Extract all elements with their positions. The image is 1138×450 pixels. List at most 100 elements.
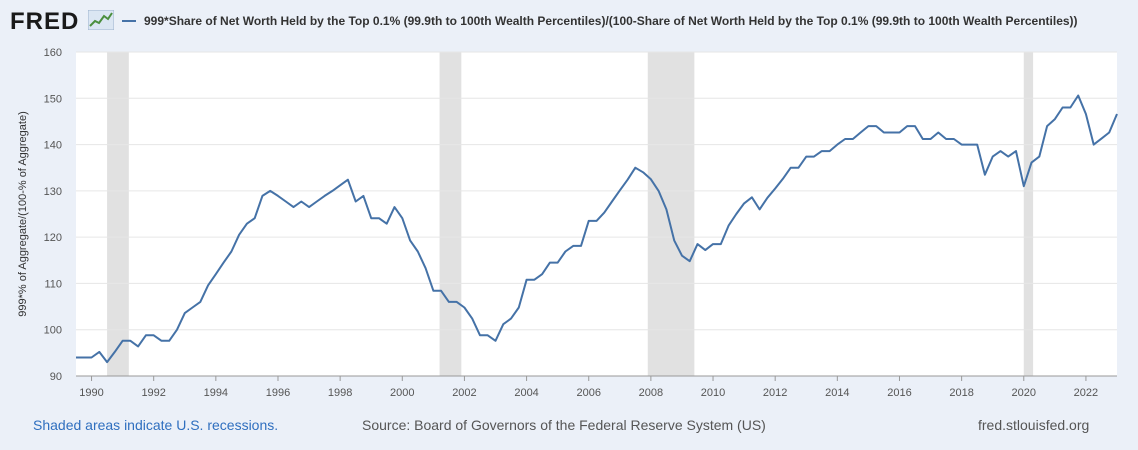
- data-point[interactable]: [734, 212, 738, 216]
- data-point[interactable]: [1053, 117, 1057, 121]
- data-point[interactable]: [618, 188, 622, 192]
- data-point[interactable]: [369, 216, 373, 220]
- data-point[interactable]: [152, 333, 156, 337]
- data-point[interactable]: [866, 124, 870, 128]
- data-point[interactable]: [416, 250, 420, 254]
- data-point[interactable]: [113, 350, 117, 354]
- data-point[interactable]: [742, 201, 746, 205]
- data-point[interactable]: [1100, 137, 1104, 141]
- data-point[interactable]: [144, 333, 148, 337]
- data-point[interactable]: [913, 124, 917, 128]
- data-point[interactable]: [253, 216, 257, 220]
- data-point[interactable]: [222, 261, 226, 265]
- data-point[interactable]: [377, 216, 381, 220]
- data-point[interactable]: [501, 322, 505, 326]
- data-point[interactable]: [1068, 106, 1072, 110]
- data-point[interactable]: [851, 137, 855, 141]
- data-point[interactable]: [626, 178, 630, 182]
- data-point[interactable]: [1076, 94, 1080, 98]
- data-point[interactable]: [160, 339, 164, 343]
- data-point[interactable]: [431, 289, 435, 293]
- data-point[interactable]: [315, 200, 319, 204]
- data-point[interactable]: [1030, 161, 1034, 165]
- data-point[interactable]: [595, 219, 599, 223]
- data-point[interactable]: [136, 344, 140, 348]
- data-point[interactable]: [719, 242, 723, 246]
- data-point[interactable]: [90, 356, 94, 360]
- data-point[interactable]: [789, 166, 793, 170]
- data-point[interactable]: [750, 195, 754, 199]
- data-point[interactable]: [97, 350, 101, 354]
- data-point[interactable]: [680, 254, 684, 258]
- data-point[interactable]: [929, 137, 933, 141]
- data-point[interactable]: [983, 173, 987, 177]
- data-point[interactable]: [711, 242, 715, 246]
- data-point[interactable]: [393, 205, 397, 209]
- data-point[interactable]: [1107, 131, 1111, 135]
- data-point[interactable]: [991, 155, 995, 159]
- data-point[interactable]: [361, 194, 365, 198]
- data-point[interactable]: [781, 177, 785, 181]
- data-point[interactable]: [292, 205, 296, 209]
- data-point[interactable]: [229, 250, 233, 254]
- data-point[interactable]: [74, 356, 78, 360]
- data-point[interactable]: [167, 339, 171, 343]
- data-point[interactable]: [610, 200, 614, 204]
- data-point[interactable]: [191, 306, 195, 310]
- data-point[interactable]: [408, 238, 412, 242]
- data-point[interactable]: [424, 266, 428, 270]
- data-point[interactable]: [439, 289, 443, 293]
- data-point[interactable]: [509, 317, 513, 321]
- data-point[interactable]: [587, 219, 591, 223]
- recession-note-link[interactable]: Shaded areas indicate U.S. recessions.: [33, 417, 279, 433]
- data-point[interactable]: [237, 233, 241, 237]
- data-point[interactable]: [447, 300, 451, 304]
- data-point[interactable]: [633, 166, 637, 170]
- data-point[interactable]: [1045, 124, 1049, 128]
- data-point[interactable]: [967, 143, 971, 147]
- data-point[interactable]: [727, 224, 731, 228]
- data-point[interactable]: [579, 244, 583, 248]
- data-point[interactable]: [1061, 106, 1065, 110]
- data-point[interactable]: [214, 272, 218, 276]
- data-point[interactable]: [905, 124, 909, 128]
- data-point[interactable]: [703, 248, 707, 252]
- data-point[interactable]: [1092, 143, 1096, 147]
- data-point[interactable]: [960, 143, 964, 147]
- data-point[interactable]: [820, 149, 824, 153]
- data-point[interactable]: [556, 261, 560, 265]
- data-point[interactable]: [338, 183, 342, 187]
- data-point[interactable]: [890, 131, 894, 135]
- data-point[interactable]: [828, 149, 832, 153]
- data-point[interactable]: [649, 177, 653, 181]
- data-point[interactable]: [696, 242, 700, 246]
- data-point[interactable]: [540, 272, 544, 276]
- data-point[interactable]: [455, 300, 459, 304]
- data-point[interactable]: [975, 143, 979, 147]
- data-point[interactable]: [563, 250, 567, 254]
- data-point[interactable]: [571, 244, 575, 248]
- data-point[interactable]: [773, 187, 777, 191]
- data-point[interactable]: [672, 238, 676, 242]
- data-point[interactable]: [385, 222, 389, 226]
- data-point[interactable]: [462, 306, 466, 310]
- data-point[interactable]: [105, 360, 109, 364]
- data-point[interactable]: [688, 259, 692, 263]
- data-point[interactable]: [548, 261, 552, 265]
- data-point[interactable]: [1084, 112, 1088, 116]
- data-point[interactable]: [400, 216, 404, 220]
- data-point[interactable]: [299, 200, 303, 204]
- data-point[interactable]: [765, 196, 769, 200]
- data-point[interactable]: [307, 205, 311, 209]
- data-point[interactable]: [260, 194, 264, 198]
- data-point[interactable]: [999, 149, 1003, 153]
- series-line[interactable]: [76, 94, 1118, 364]
- data-point[interactable]: [206, 283, 210, 287]
- data-point[interactable]: [602, 211, 606, 215]
- data-point[interactable]: [882, 131, 886, 135]
- data-point[interactable]: [657, 189, 661, 193]
- legend-label[interactable]: 999*Share of Net Worth Held by the Top 0…: [144, 14, 1078, 28]
- data-point[interactable]: [1022, 184, 1026, 188]
- fred-site-link[interactable]: fred.stlouisfed.org: [978, 417, 1090, 433]
- data-point[interactable]: [898, 131, 902, 135]
